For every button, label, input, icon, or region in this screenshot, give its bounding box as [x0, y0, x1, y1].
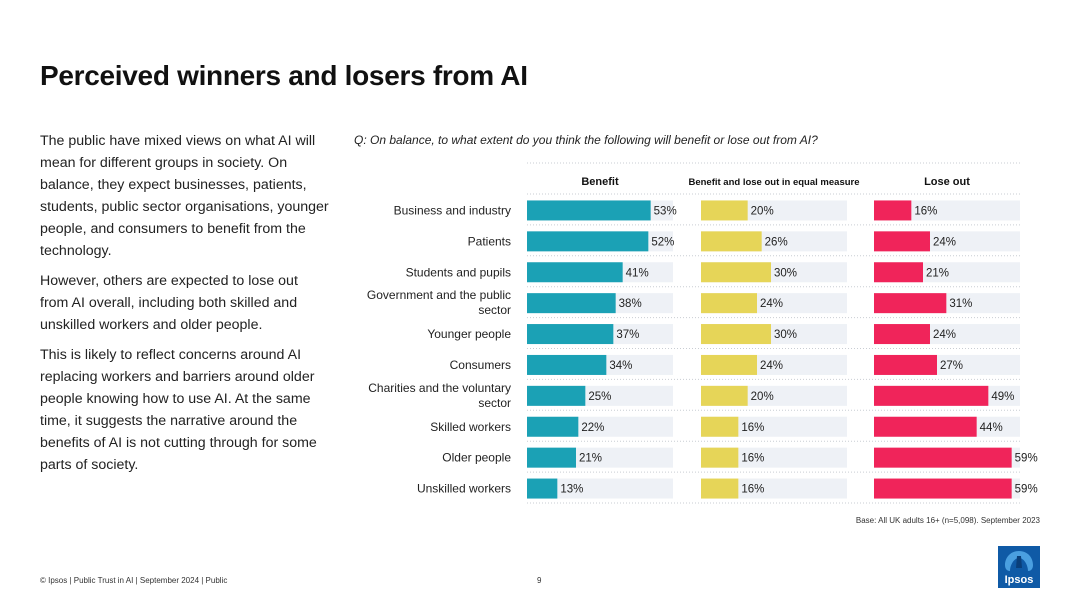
value-label-equal-measure: 30%: [774, 329, 797, 341]
value-label-equal-measure: 24%: [760, 298, 783, 310]
category-label-line: Skilled workers: [430, 420, 511, 434]
summary-text: The public have mixed views on what AI w…: [40, 130, 330, 484]
value-label-benefit: 25%: [588, 391, 611, 403]
bar-equal-measure: [701, 478, 739, 499]
value-label-equal-measure: 26%: [765, 236, 788, 248]
bar-equal-measure: [701, 354, 757, 375]
category-label-line: Consumers: [450, 358, 511, 372]
value-label-lose-out: 59%: [1015, 484, 1038, 496]
category-label: Younger people: [427, 327, 511, 341]
value-label-equal-measure: 16%: [741, 484, 764, 496]
value-label-equal-measure: 24%: [760, 360, 783, 372]
category-label-line: Charities and the voluntary: [368, 381, 511, 395]
summary-paragraph-3: This is likely to reflect concerns aroun…: [40, 347, 317, 473]
series-header-equal-measure: Benefit and lose out in equal measure: [688, 177, 859, 188]
value-label-equal-measure: 16%: [741, 453, 764, 465]
bar-equal-measure: [701, 293, 757, 314]
series-header-lose-out: Lose out: [924, 176, 970, 188]
bar-lose-out: [874, 447, 1012, 468]
bar-track: [527, 478, 673, 499]
category-label-line: sector: [478, 303, 511, 317]
value-label-benefit: 22%: [581, 422, 604, 434]
category-label: Students and pupils: [406, 265, 511, 279]
bar-benefit: [527, 478, 558, 499]
value-label-lose-out: 49%: [991, 391, 1014, 403]
category-label: Charities and the voluntary sector: [368, 381, 511, 410]
bar-lose-out: [874, 416, 977, 437]
bar-lose-out: [874, 324, 930, 345]
value-label-lose-out: 21%: [926, 267, 949, 279]
bar-lose-out: [874, 262, 923, 283]
ipsos-logo-text: Ipsos: [1005, 574, 1034, 586]
bar-benefit: [527, 293, 616, 314]
base-note: Base: All UK adults 16+ (n=5,098). Septe…: [855, 516, 1040, 525]
bar-chart-svg: Benefit Benefit and lose out in equal mea…: [367, 162, 1038, 504]
value-label-lose-out: 31%: [949, 298, 972, 310]
bar-benefit: [527, 200, 651, 221]
category-label-line: Government and the public: [367, 288, 511, 302]
category-label-line: Younger people: [427, 327, 511, 341]
value-label-equal-measure: 30%: [774, 267, 797, 279]
page-number: 9: [537, 576, 542, 585]
ipsos-logo: Ipsos: [998, 546, 1040, 588]
bar-benefit: [527, 262, 623, 283]
bar-equal-measure: [701, 447, 739, 468]
bar-lose-out: [874, 478, 1012, 499]
bar-equal-measure: [701, 324, 771, 345]
value-label-equal-measure: 20%: [751, 391, 774, 403]
category-label: Unskilled workers: [417, 482, 511, 496]
category-label: Government and the public sector: [367, 288, 511, 317]
value-label-lose-out: 24%: [933, 329, 956, 341]
value-label-lose-out: 59%: [1015, 453, 1038, 465]
footer-text: © Ipsos | Public Trust in AI | September…: [40, 576, 228, 585]
page-title: Perceived winners and losers from AI: [40, 60, 528, 91]
bar-lose-out: [874, 293, 947, 314]
bar-benefit: [527, 416, 579, 437]
bar-benefit: [527, 354, 607, 375]
category-label: Older people: [442, 451, 511, 465]
value-label-benefit: 53%: [654, 205, 677, 217]
category-label: Consumers: [450, 358, 511, 372]
bar-lose-out: [874, 231, 930, 252]
category-label-line: Unskilled workers: [417, 482, 511, 496]
value-label-benefit: 37%: [616, 329, 639, 341]
value-label-lose-out: 27%: [940, 360, 963, 372]
survey-question: Q: On balance, to what extent do you thi…: [354, 133, 818, 147]
category-label-line: Patients: [468, 234, 511, 248]
bar-lose-out: [874, 200, 912, 221]
bar-chart: Benefit Benefit and lose out in equal mea…: [340, 160, 1050, 505]
value-label-equal-measure: 20%: [751, 205, 774, 217]
value-label-benefit: 13%: [560, 484, 583, 496]
category-label: Business and industry: [394, 203, 511, 217]
summary-paragraph-2: However, others are expected to lose out…: [40, 273, 298, 333]
bar-benefit: [527, 324, 614, 345]
value-label-benefit: 21%: [579, 453, 602, 465]
category-label-line: Older people: [442, 451, 511, 465]
value-label-benefit: 52%: [651, 236, 674, 248]
series-header-benefit: Benefit: [581, 176, 619, 188]
category-label-line: Business and industry: [394, 203, 511, 217]
bar-benefit: [527, 231, 649, 252]
bar-benefit: [527, 447, 576, 468]
category-label-line: sector: [478, 396, 511, 410]
category-label: Patients: [468, 234, 511, 248]
bar-benefit: [527, 385, 586, 406]
bar-lose-out: [874, 385, 989, 406]
bar-equal-measure: [701, 231, 762, 252]
value-label-lose-out: 24%: [933, 236, 956, 248]
value-label-lose-out: 44%: [980, 422, 1003, 434]
value-label-benefit: 38%: [619, 298, 642, 310]
bar-equal-measure: [701, 385, 748, 406]
value-label-benefit: 34%: [609, 360, 632, 372]
category-label-line: Students and pupils: [406, 265, 511, 279]
value-label-lose-out: 16%: [914, 205, 937, 217]
value-label-equal-measure: 16%: [741, 422, 764, 434]
bar-equal-measure: [701, 262, 771, 283]
bar-equal-measure: [701, 416, 739, 437]
bar-lose-out: [874, 354, 937, 375]
value-label-benefit: 41%: [626, 267, 649, 279]
summary-paragraph-1: The public have mixed views on what AI w…: [40, 133, 329, 259]
category-label: Skilled workers: [430, 420, 511, 434]
bar-equal-measure: [701, 200, 748, 221]
